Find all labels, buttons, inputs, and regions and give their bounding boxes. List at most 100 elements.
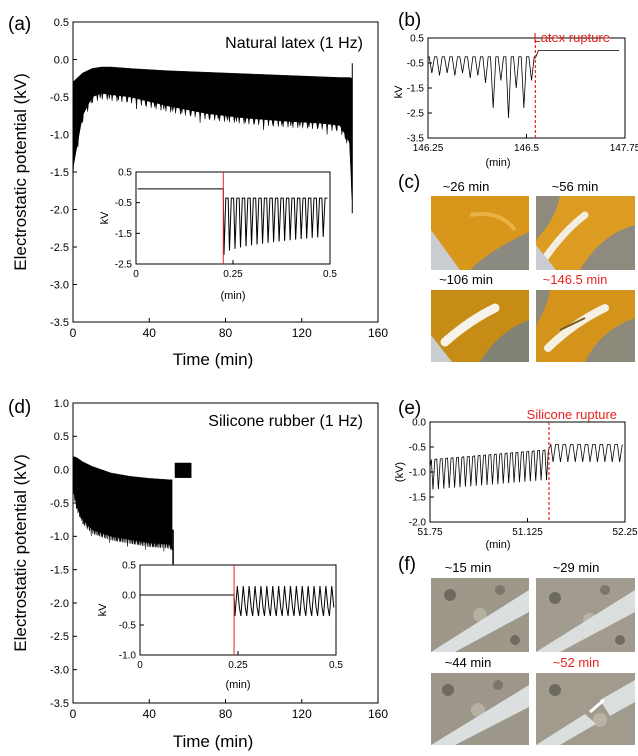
panel-d-ytick-label: 0.0	[54, 465, 69, 477]
panel-d-inset-xtick-label: 0.5	[329, 660, 343, 671]
panel-d-inset-ytick-label: 0.5	[122, 561, 136, 572]
panel-a-inset-ytick-label: -0.5	[115, 198, 133, 209]
silicone-photo-15min	[431, 578, 529, 652]
panel-b-xlabel: (min)	[485, 157, 510, 169]
panel-c-letter: (c)	[398, 172, 420, 193]
panel-a-ytick-label: -2.0	[50, 204, 69, 216]
panel-a-inset: 0.5 -0.5 -1.5 -2.50 0.25 0.5 (min) kV	[99, 168, 337, 303]
panel-a-inset-ytick-label: -2.5	[115, 260, 133, 271]
panel-b-ytick-label: 0.5	[410, 34, 424, 45]
panel-a-inset-ytick-label: -1.5	[115, 229, 133, 240]
panel-a-ylabel: Electrostatic potential (kV)	[11, 73, 30, 270]
panel-e-xtick-label: 52.25	[612, 527, 637, 538]
panel-e-signal	[429, 443, 623, 490]
panel-d: (d) Silicone rubber (1 Hz) 1.0 0.5 0.0 -0.5…	[8, 397, 388, 751]
panel-a-inset-xtick-label: 0.25	[223, 269, 243, 280]
panel-d-ytick-label: -1.5	[50, 565, 69, 577]
silicone-photo-44min	[431, 673, 529, 745]
panel-a-xlabel: Time (min)	[173, 350, 254, 369]
panel-a-ytick-label: -2.5	[50, 242, 69, 254]
panel-e-ytick-label: 0.0	[412, 418, 426, 429]
panel-b-xtick-label: 146.5	[514, 143, 539, 154]
panel-d-xtick-label: 120	[292, 707, 312, 721]
panel-d-inset-frame	[139, 564, 337, 656]
panel-a: (a) Natural latex (1 Hz) 0.5 0.0 -0.5 -1.0 -…	[8, 14, 388, 369]
panel-a-inset-signal	[137, 188, 328, 255]
panel-b-ytick-label: -2.5	[407, 109, 425, 120]
panel-b-ytick-label: -1.5	[407, 84, 425, 95]
panel-d-inset-signal	[141, 585, 335, 617]
panel-c-caption-26: ~26 min	[443, 179, 490, 194]
panel-d-signal-band	[72, 455, 173, 552]
panel-d-inset-ylabel: kV	[97, 603, 109, 617]
panel-d-post-rupture-signal	[174, 462, 192, 478]
panel-e-ytick-label: -1.0	[409, 468, 427, 479]
panel-d-ytick-label: -3.5	[50, 698, 69, 710]
panel-c-caption-146: ~146.5 min	[543, 272, 608, 287]
panel-b-letter: (b)	[398, 10, 421, 31]
panel-f: (f) ~15 min ~29 min ~44 min ~52 min	[398, 554, 635, 745]
panel-a-ytick-label: -1.0	[50, 129, 69, 141]
panel-e-ytick-label: -2.0	[409, 518, 427, 529]
panel-a-xtick-label: 0	[70, 326, 77, 340]
latex-photo-56min	[536, 196, 635, 270]
panel-e-xtick-label: 51.125	[512, 527, 543, 538]
panel-d-xtick-label: 0	[70, 707, 77, 721]
panel-b-ylabel: kV	[393, 85, 405, 99]
panel-f-caption-44: ~44 min	[445, 655, 492, 670]
panel-d-ytick-label: -2.5	[50, 631, 69, 643]
panel-d-inset-ytick-label: -1.0	[119, 651, 137, 662]
panel-a-xtick-label: 120	[292, 326, 312, 340]
panel-e-letter: (e)	[398, 398, 421, 419]
panel-d-ytick-label: -0.5	[50, 498, 69, 510]
panel-b-xtick-label: 147.75	[610, 143, 638, 154]
panel-a-inset-ytick-label: 0.5	[118, 168, 132, 179]
panel-a-title: Natural latex (1 Hz)	[225, 35, 363, 52]
panel-a-ytick-label: -0.5	[50, 92, 69, 104]
panel-d-inset: 0.5 0.0 -0.5 -1.00 0.25 0.5 (min) kV	[97, 561, 343, 692]
panel-d-ytick-label: 0.5	[54, 431, 69, 443]
panel-a-ytick-label: -3.5	[50, 317, 69, 329]
panel-d-xtick-label: 80	[219, 707, 233, 721]
panel-d-ylabel: Electrostatic potential (kV)	[11, 454, 30, 651]
panel-c: (c) ~26 min ~56 min ~106 min ~146.5 min	[398, 172, 635, 362]
latex-photo-106min	[431, 290, 529, 362]
silicone-photo-52min	[536, 673, 635, 745]
panel-a-letter: (a)	[8, 14, 31, 35]
panel-a-ytick-label: 0.5	[54, 17, 69, 29]
panel-f-letter: (f)	[398, 554, 416, 575]
panel-d-inset-xlabel: (min)	[225, 679, 250, 691]
panel-a-inset-xtick-label: 0	[133, 269, 139, 280]
panel-a-ytick-label: -1.5	[50, 167, 69, 179]
panel-d-ytick-label: -1.0	[50, 531, 69, 543]
panel-e-annotation: Silicone rupture	[527, 407, 617, 422]
panel-b-ytick-label: -0.5	[407, 59, 425, 70]
panel-d-xtick-label: 40	[143, 707, 157, 721]
panel-b-frame	[427, 37, 626, 139]
panel-a-xtick-label: 160	[368, 326, 388, 340]
panel-a-inset-xlabel: (min)	[220, 290, 245, 302]
panel-e-xlabel: (min)	[485, 539, 510, 551]
panel-f-caption-15: ~15 min	[445, 560, 492, 575]
panel-d-ytick-label: -2.0	[50, 598, 69, 610]
panel-b-annotation: Latex rupture	[533, 30, 610, 45]
panel-a-inset-ylabel: kV	[99, 211, 111, 225]
latex-photo-146min	[536, 290, 635, 362]
panel-e-xtick-label: 51.75	[417, 527, 442, 538]
latex-photo-26min	[431, 196, 529, 270]
silicone-photo-29min	[536, 578, 635, 652]
panel-f-caption-29: ~29 min	[553, 560, 600, 575]
panel-b-xtick-label: 146.25	[413, 143, 444, 154]
panel-d-xtick-label: 160	[368, 707, 388, 721]
panel-a-xtick-label: 40	[143, 326, 157, 340]
panel-c-caption-56: ~56 min	[552, 179, 599, 194]
panel-f-caption-52: ~52 min	[553, 655, 600, 670]
panel-a-inset-xtick-label: 0.5	[323, 269, 337, 280]
panel-d-inset-ytick-label: 0.0	[122, 591, 136, 602]
panel-d-inset-xtick-label: 0.25	[228, 660, 248, 671]
panel-c-caption-106: ~106 min	[439, 272, 493, 287]
panel-d-inset-ytick-label: -0.5	[119, 621, 137, 632]
panel-e: (e) 0.0-0.5-1.0-1.5-2.051.75 51.125 52.25 …	[394, 398, 638, 551]
